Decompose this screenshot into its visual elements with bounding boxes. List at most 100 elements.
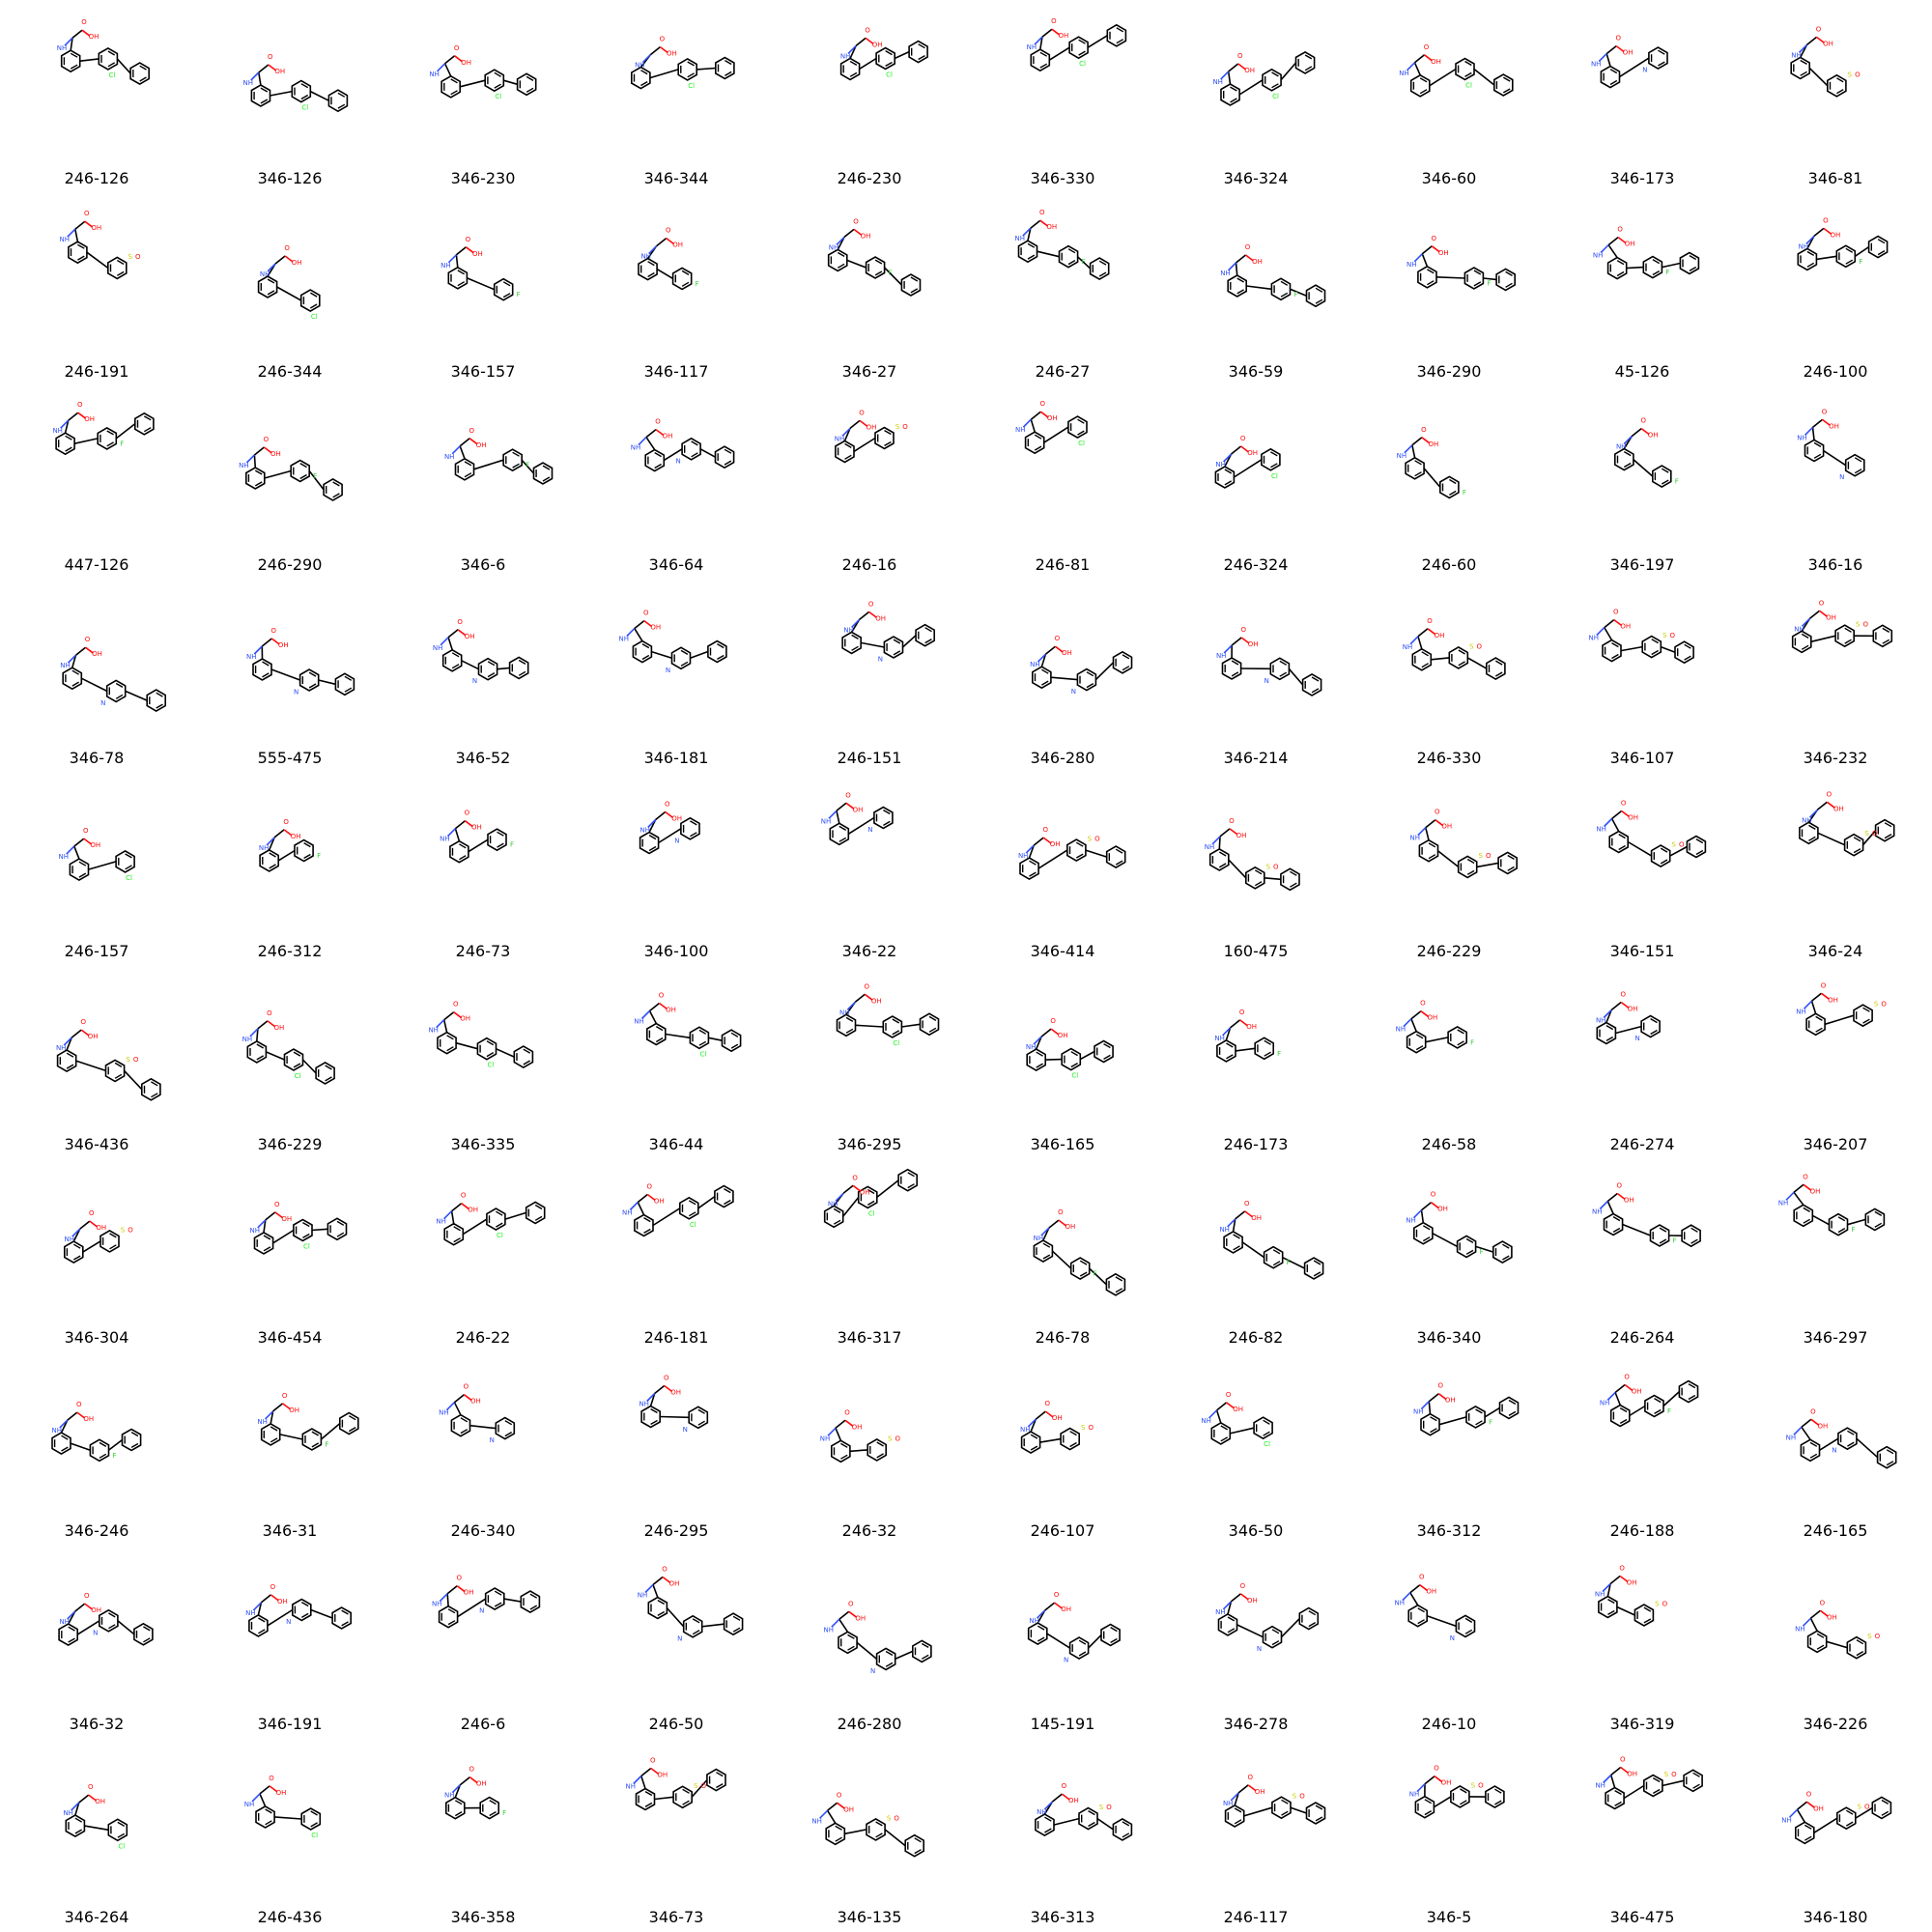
atom-label: NH — [1796, 1008, 1806, 1015]
double-bond — [72, 1255, 81, 1261]
benzene-ring — [1605, 1786, 1625, 1810]
double-bond — [1449, 490, 1457, 497]
double-bond — [691, 452, 698, 458]
atom-label: NH — [1797, 434, 1807, 441]
atom-label: NH — [432, 1601, 442, 1608]
bond — [270, 1594, 279, 1602]
double-bond — [724, 448, 732, 454]
bond — [1208, 1409, 1218, 1419]
benzene-ring — [825, 1822, 846, 1846]
double-bond — [130, 1442, 139, 1449]
bond — [1626, 266, 1644, 270]
benzene-ring — [60, 49, 81, 73]
benzene-ring — [1061, 1047, 1082, 1071]
bond — [1809, 1609, 1821, 1619]
benzene-ring — [1456, 1235, 1477, 1259]
molecule-label: 346-180 — [1803, 1908, 1868, 1926]
atom-label: NH — [840, 52, 851, 60]
benzene-ring — [129, 62, 150, 86]
atom-label: F — [517, 291, 521, 298]
benzene-ring — [259, 848, 279, 872]
bond — [1432, 1232, 1458, 1248]
bond — [454, 820, 466, 830]
double-bond — [1845, 259, 1854, 265]
atom-label: NH — [1015, 426, 1026, 434]
benzene-ring — [919, 1012, 940, 1037]
double-bond — [1079, 1260, 1088, 1265]
benzene-ring — [1405, 456, 1425, 480]
double-bond — [644, 1802, 653, 1808]
molecule-label: 555-475 — [257, 749, 323, 767]
benzene-ring — [1412, 1221, 1434, 1245]
double-bond — [108, 1612, 116, 1618]
atom-label: O — [1088, 1424, 1094, 1432]
molecule-label: 346-50 — [1228, 1521, 1284, 1540]
molecule-label: 346-157 — [450, 362, 516, 381]
benzene-ring — [1035, 1813, 1055, 1837]
benzene-ring — [1495, 268, 1516, 292]
bond — [1600, 244, 1609, 254]
double-bond — [117, 1833, 126, 1838]
molecule-cell: OH O NH N 246-6 — [386, 1546, 580, 1739]
double-bond — [1609, 69, 1618, 74]
bond — [1606, 1391, 1616, 1402]
molecule-cell: OH O NH S O 346-135 — [773, 1739, 966, 1932]
double-bond — [1415, 1045, 1424, 1051]
atom-label: O — [650, 1757, 656, 1765]
bond — [1793, 1191, 1804, 1206]
molecule-label: 346-81 — [1807, 169, 1863, 187]
atom-label: OH — [1062, 649, 1072, 657]
bond — [59, 1419, 69, 1429]
double-bond — [698, 1029, 707, 1035]
atom-label: F — [1463, 489, 1466, 497]
benzene-ring — [1609, 1404, 1631, 1428]
atom-label: NH — [1778, 1199, 1789, 1207]
molecule-label: 246-229 — [1416, 942, 1482, 960]
bond — [443, 1210, 453, 1220]
double-bond — [1231, 671, 1239, 677]
bond — [249, 1028, 259, 1037]
bond — [455, 246, 467, 256]
benzene-ring — [1876, 1445, 1897, 1469]
bond — [1243, 1806, 1273, 1817]
benzene-ring — [830, 1439, 851, 1463]
bond — [1598, 53, 1607, 63]
double-bond — [1692, 1783, 1700, 1789]
double-bond — [99, 1453, 107, 1459]
double-bond — [885, 49, 893, 56]
bond — [279, 1434, 303, 1440]
double-bond — [876, 1441, 884, 1447]
molecule-label: 346-44 — [648, 1135, 704, 1153]
atom-label: O — [135, 253, 141, 261]
benzene-ring — [1298, 1606, 1320, 1631]
double-bond — [117, 1821, 126, 1828]
atom-label: O — [844, 1408, 850, 1416]
double-bond — [1660, 859, 1668, 865]
atom-label: N — [93, 1629, 98, 1636]
double-bond — [1856, 1639, 1864, 1645]
molecule-cell: OH O NH F 45-126 — [1546, 193, 1739, 386]
double-bond — [648, 834, 657, 840]
bond — [1428, 1401, 1432, 1414]
double-bond — [1684, 643, 1691, 649]
atom-label: NH — [1591, 61, 1602, 69]
double-bond — [256, 1055, 265, 1061]
benzene-ring — [897, 1168, 918, 1192]
benzene-ring — [1262, 1625, 1283, 1649]
bond — [269, 1785, 278, 1793]
benzene-ring — [250, 84, 271, 107]
atom-label: O — [1822, 408, 1828, 415]
atom-label: OH — [471, 824, 482, 832]
double-bond — [1271, 1640, 1280, 1646]
atom-label: O — [1438, 1382, 1444, 1390]
molecule-cell: OH O NH S O 246-229 — [1352, 773, 1546, 966]
bond — [257, 1020, 269, 1030]
double-bond — [1806, 250, 1815, 257]
atom-label: NH — [1214, 1035, 1225, 1042]
benzene-ring — [866, 1817, 886, 1841]
atom-label: OH — [855, 1614, 866, 1622]
